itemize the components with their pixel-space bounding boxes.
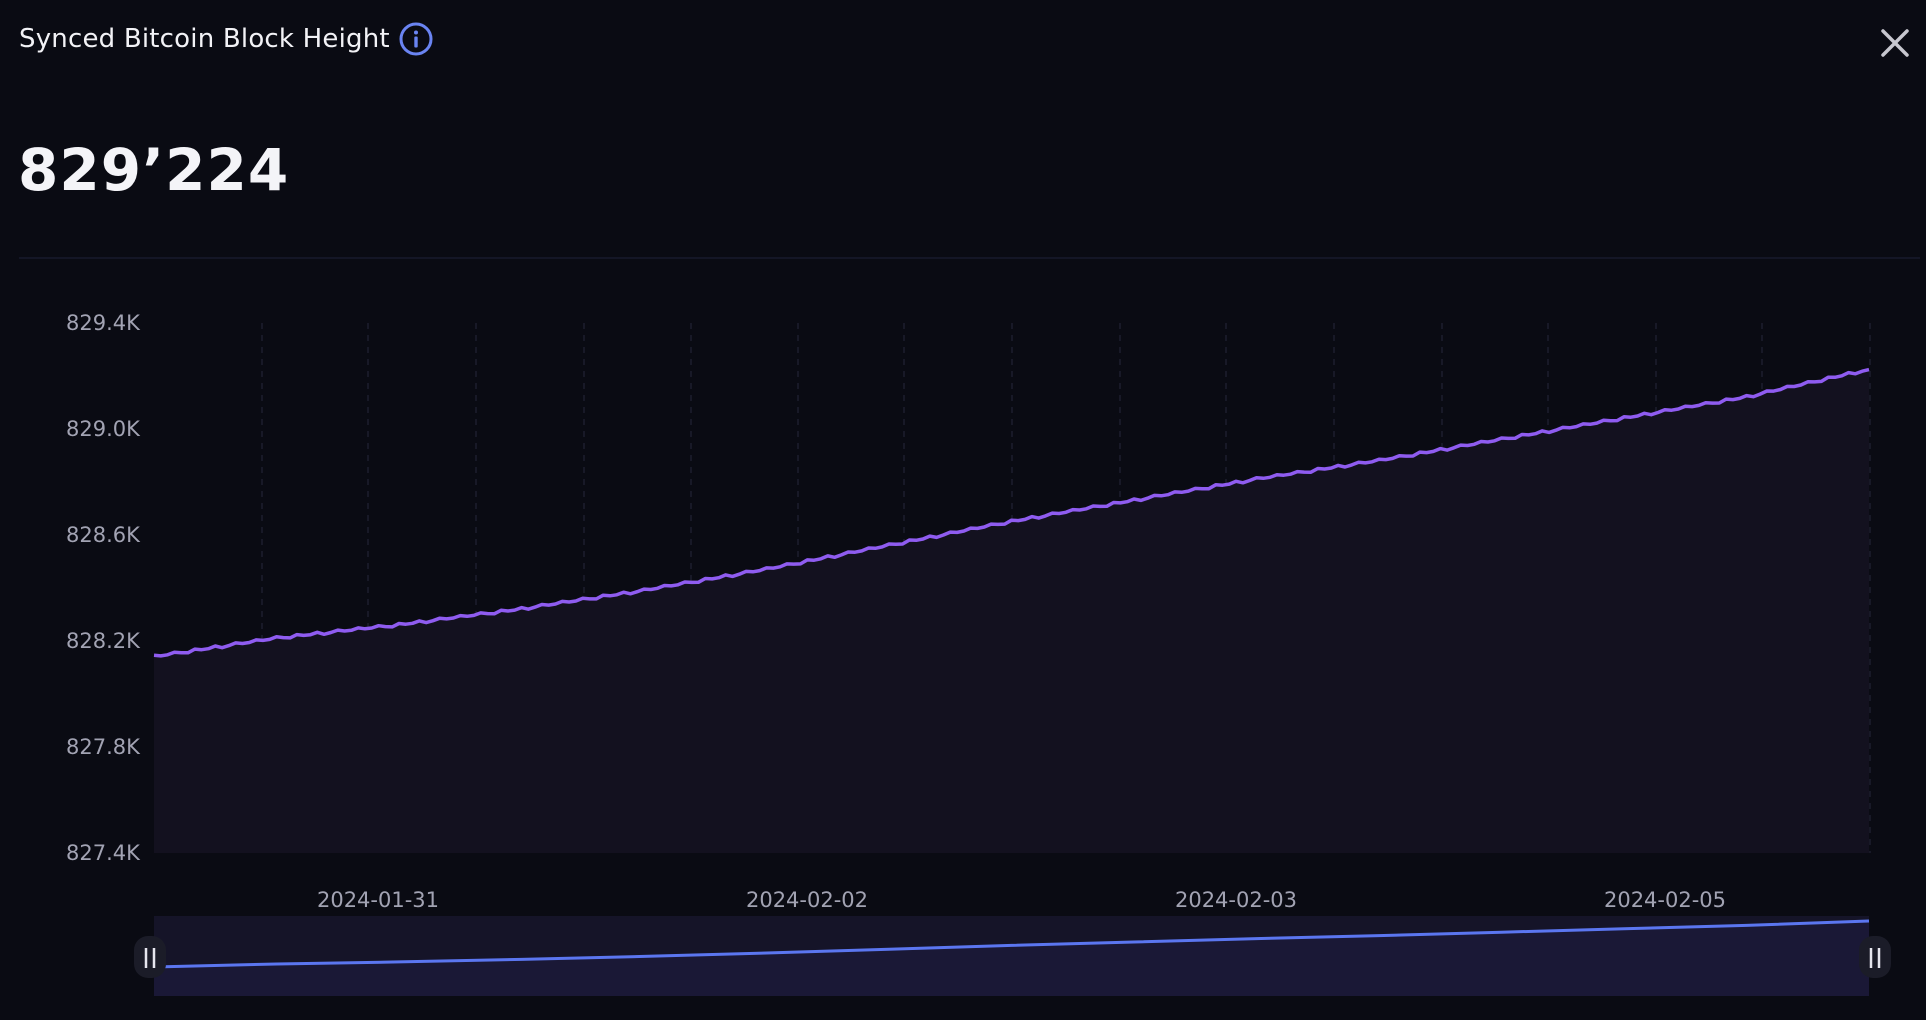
- current-block-height: 829’224: [18, 136, 290, 204]
- navigator-line: [153, 919, 1870, 969]
- y-axis: 829.4K 829.0K 828.6K 828.2K 827.8K 827.4K: [66, 311, 141, 865]
- divider: [19, 257, 1920, 259]
- right-handle-body[interactable]: [1859, 936, 1891, 978]
- y-tick-label: 829.4K: [66, 311, 141, 335]
- right-handle[interactable]: [1859, 936, 1891, 978]
- y-tick-label: 827.8K: [66, 735, 141, 759]
- left-handle-body[interactable]: [134, 936, 166, 978]
- info-circle-icon[interactable]: [398, 21, 434, 57]
- y-tick-label: 828.2K: [66, 629, 141, 653]
- y-tick-label: 828.6K: [66, 523, 141, 547]
- x-tick-label: 2024-02-02: [746, 888, 868, 912]
- series-line: [153, 367, 1870, 658]
- area-fill: [154, 369, 1869, 853]
- navigator-area: [154, 921, 1869, 996]
- page-title: Synced Bitcoin Block Height: [19, 24, 390, 54]
- range-navigator[interactable]: [134, 916, 1891, 996]
- x-axis: 2024-01-31 2024-02-02 2024-02-03 2024-02-05: [317, 888, 1726, 912]
- header: Synced Bitcoin Block Height: [0, 0, 1926, 80]
- x-tick-label: 2024-02-05: [1604, 888, 1726, 912]
- y-tick-label: 829.0K: [66, 417, 141, 441]
- y-tick-label: 827.4K: [66, 841, 141, 865]
- x-tick-label: 2024-01-31: [317, 888, 439, 912]
- close-icon[interactable]: [1878, 26, 1912, 60]
- x-tick-label: 2024-02-03: [1175, 888, 1297, 912]
- left-handle[interactable]: [134, 936, 166, 978]
